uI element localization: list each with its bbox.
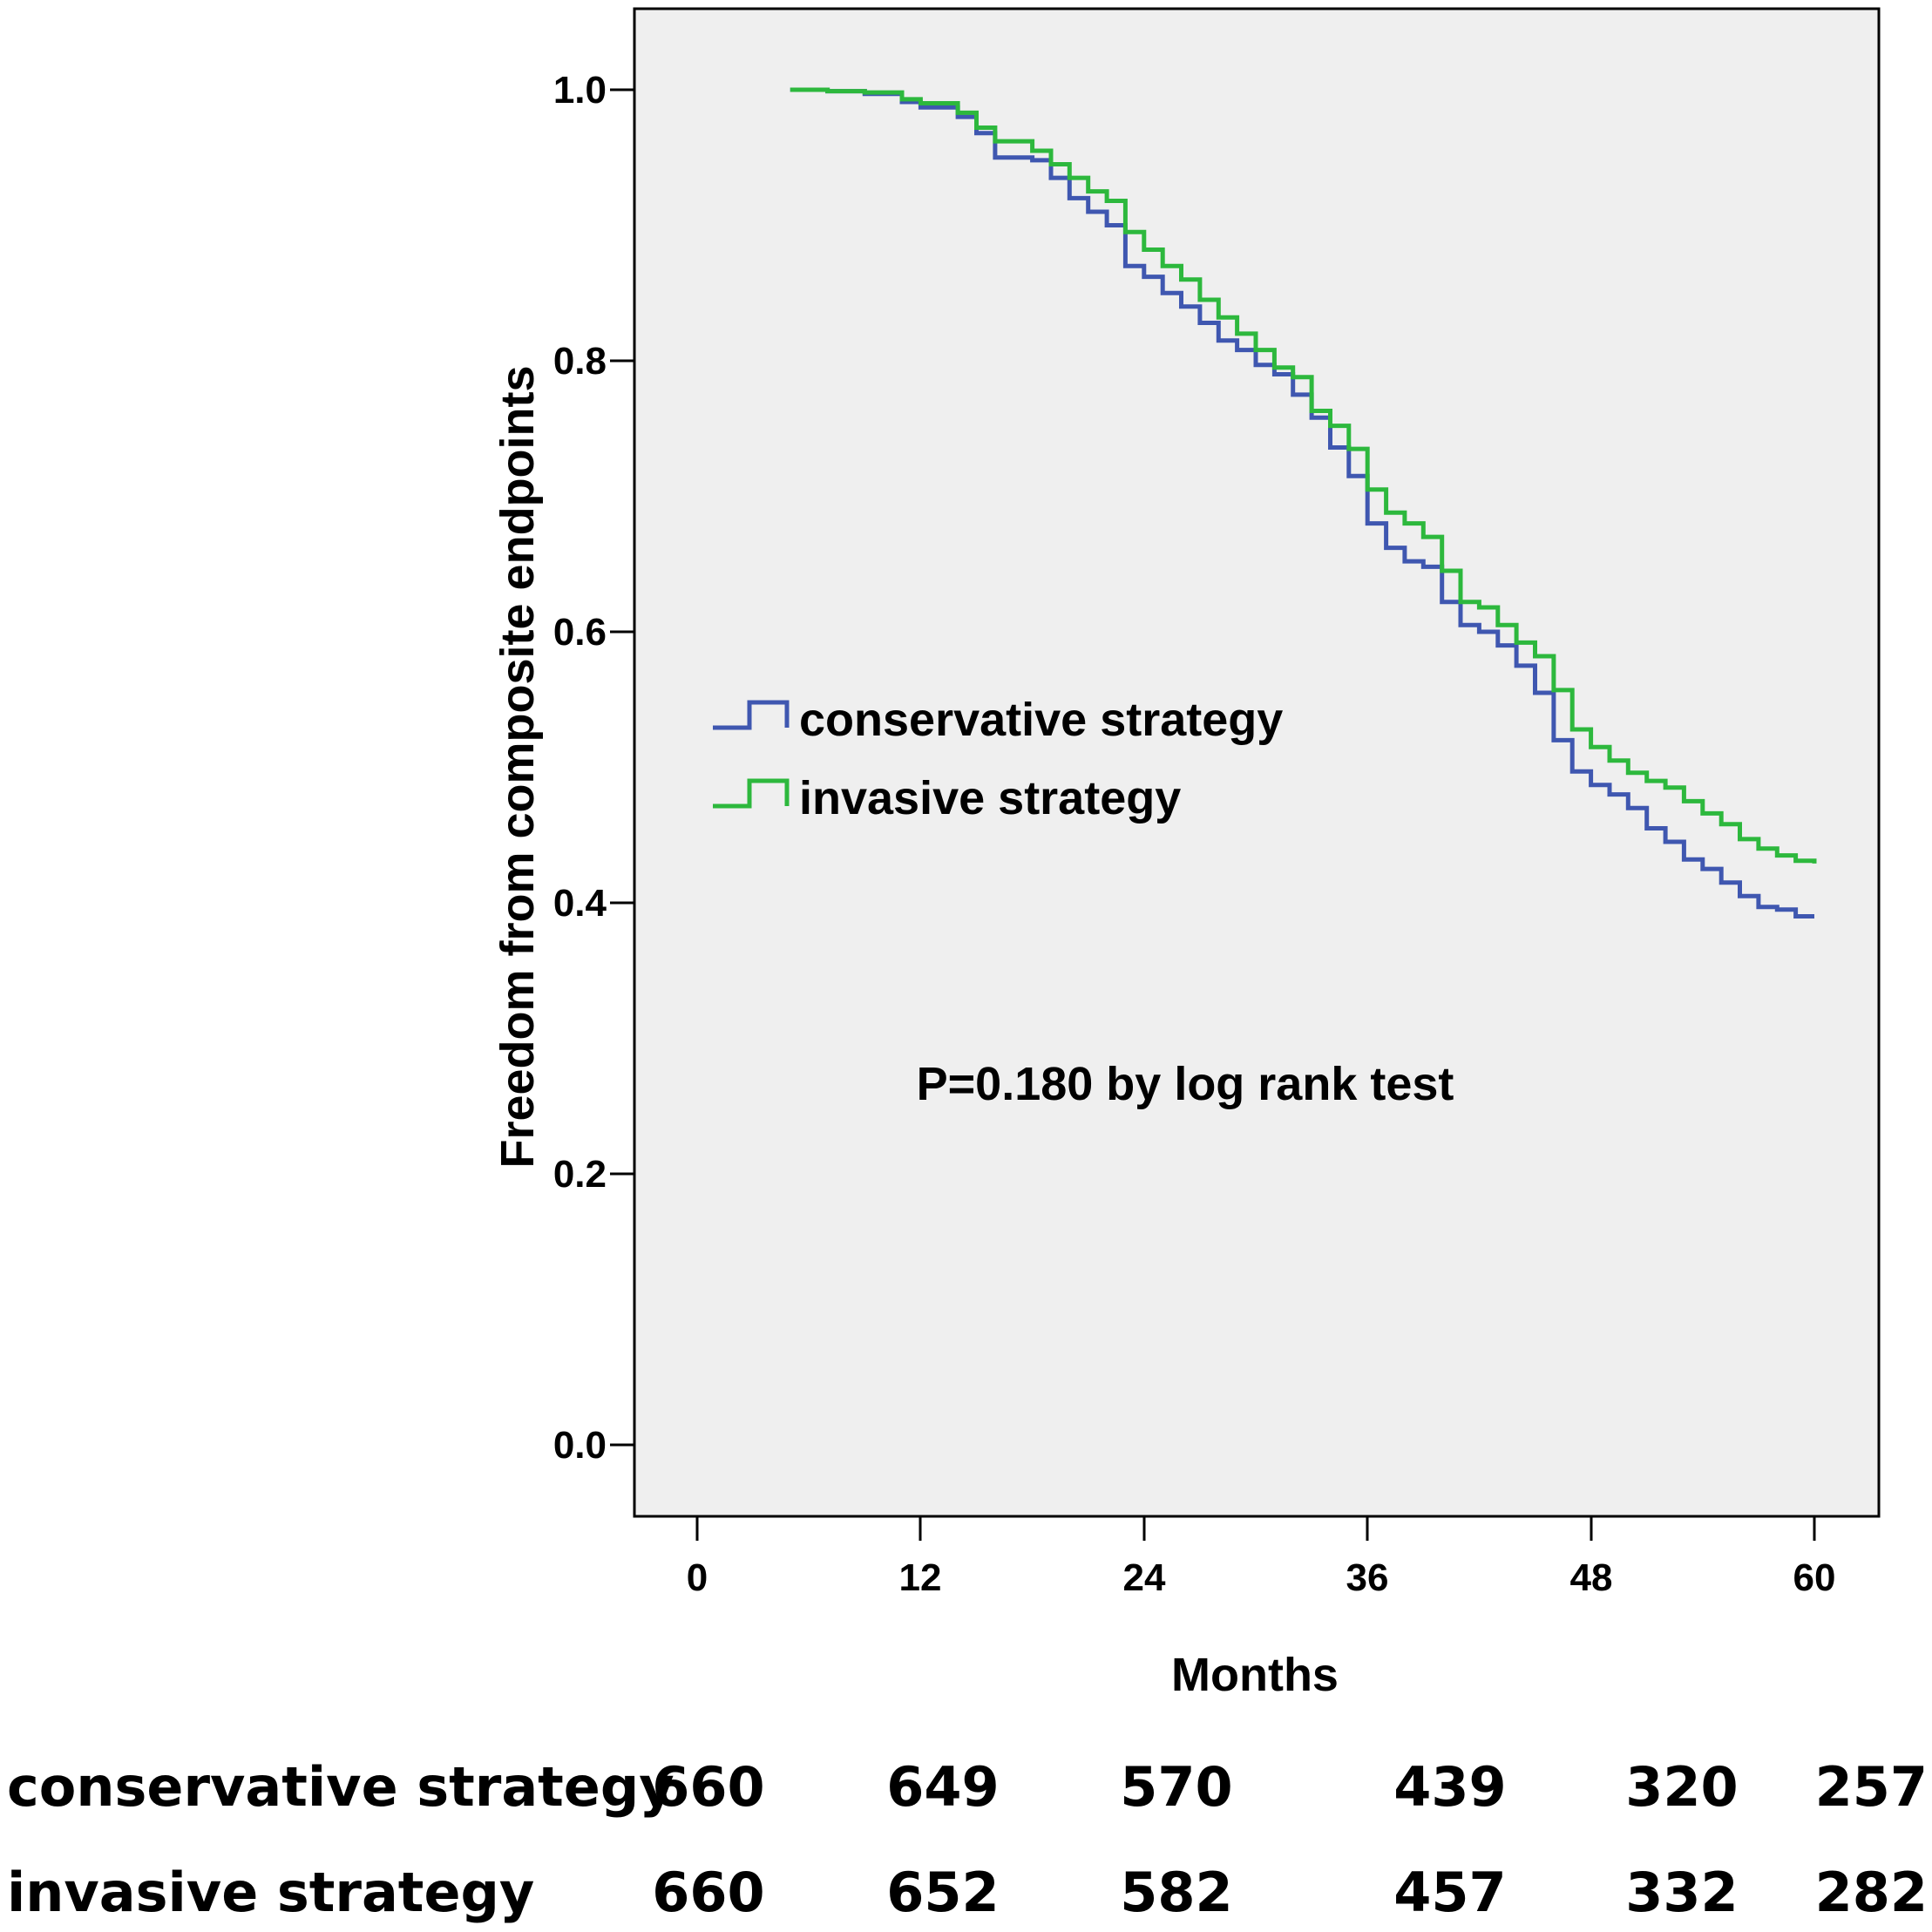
y-axis: 0.0 0.2 0.4 0.6 0.8 1.0 Freedom from com… bbox=[491, 69, 634, 1467]
legend-label-conservative: conservative strategy bbox=[799, 694, 1283, 746]
series-line-conservative bbox=[790, 87, 1814, 919]
y-tick-label: 0.0 bbox=[553, 1424, 607, 1467]
log-rank-annotation: P=0.180 by log rank test bbox=[917, 1058, 1454, 1110]
legend-swatch-invasive bbox=[713, 778, 790, 809]
plot-background bbox=[633, 7, 1881, 1518]
x-tick-label: 60 bbox=[1793, 1556, 1836, 1599]
risk-value: 332 bbox=[1625, 1861, 1738, 1924]
series-line-invasive bbox=[790, 87, 1817, 864]
risk-value: 570 bbox=[1120, 1755, 1232, 1819]
x-axis-title: Months bbox=[1171, 1649, 1339, 1701]
y-tick-label: 0.6 bbox=[553, 611, 607, 654]
risk-value: 652 bbox=[886, 1861, 999, 1924]
risk-table: conservative strategy invasive strategy … bbox=[7, 1755, 1928, 1924]
risk-value: 660 bbox=[652, 1755, 764, 1819]
y-tick-label: 0.4 bbox=[553, 882, 607, 925]
risk-value: 649 bbox=[886, 1755, 999, 1819]
legend-label-invasive: invasive strategy bbox=[799, 772, 1181, 824]
x-tick-label: 24 bbox=[1123, 1556, 1166, 1599]
series-lines bbox=[790, 87, 1817, 919]
x-axis: 0 12 24 36 48 60 Months bbox=[687, 1516, 1836, 1701]
y-tick-label: 1.0 bbox=[553, 69, 607, 112]
y-tick-label: 0.2 bbox=[553, 1153, 607, 1196]
y-tick-label: 0.8 bbox=[553, 340, 607, 383]
risk-value: 660 bbox=[652, 1861, 764, 1924]
risk-value: 320 bbox=[1625, 1755, 1738, 1819]
legend: conservative strategy invasive strategy bbox=[713, 694, 1283, 824]
risk-value: 582 bbox=[1120, 1861, 1232, 1924]
risk-row-label: invasive strategy bbox=[7, 1861, 534, 1924]
x-tick-label: 0 bbox=[687, 1556, 708, 1599]
risk-value: 282 bbox=[1815, 1861, 1928, 1924]
risk-value: 257 bbox=[1815, 1755, 1928, 1819]
x-tick-label: 36 bbox=[1346, 1556, 1389, 1599]
x-tick-label: 12 bbox=[899, 1556, 942, 1599]
risk-value: 457 bbox=[1393, 1861, 1506, 1924]
risk-row-label: conservative strategy bbox=[7, 1755, 675, 1819]
y-axis-title: Freedom from composite endpoints bbox=[491, 365, 544, 1168]
legend-swatch-conservative bbox=[713, 700, 790, 730]
risk-value: 439 bbox=[1393, 1755, 1506, 1819]
x-tick-label: 48 bbox=[1570, 1556, 1613, 1599]
